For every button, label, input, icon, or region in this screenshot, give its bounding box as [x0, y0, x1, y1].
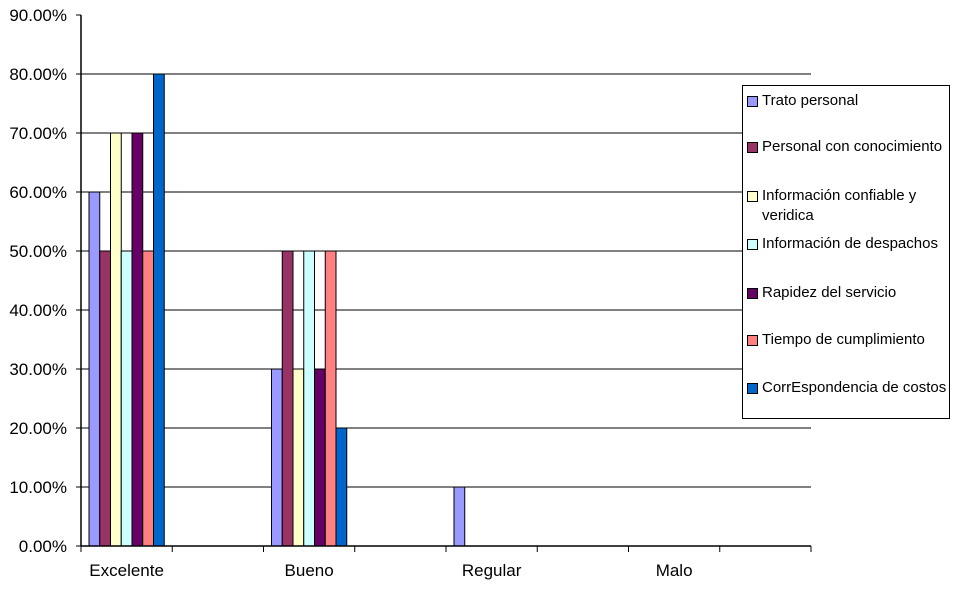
bar-bueno-2 — [281, 250, 294, 547]
bar-excelente-7 — [153, 73, 165, 547]
bar-bueno-6 — [324, 250, 337, 547]
x-tick-label: Excelente — [89, 561, 164, 580]
y-tick-label: 60.00% — [9, 183, 67, 202]
legend-item: Tiempo de cumplimiento — [747, 330, 947, 350]
legend: Trato personal Personal con conocimiento I… — [742, 85, 950, 419]
bar-excelente-5 — [131, 132, 144, 547]
bar-bueno-7 — [335, 427, 348, 547]
bar-excelente-2 — [99, 250, 111, 547]
legend-label: Información de despachos — [762, 235, 938, 252]
legend-item: Información confiable y veridica — [747, 186, 947, 226]
y-tick-label: 10.00% — [9, 478, 67, 497]
legend-item: Rapidez del servicio — [747, 283, 947, 303]
legend-swatch — [747, 96, 758, 107]
legend-label: Trato personal — [762, 92, 859, 109]
x-tick-label: Regular — [462, 561, 522, 580]
y-tick-label: 20.00% — [9, 419, 67, 438]
y-tick-label: 90.00% — [9, 6, 67, 25]
legend-item: CorrEspondencia de costos — [747, 378, 947, 398]
legend-swatch — [747, 335, 758, 346]
y-tick-label: 80.00% — [9, 65, 67, 84]
x-tick-label: Bueno — [285, 561, 334, 580]
y-tick-label: 30.00% — [9, 360, 67, 379]
legend-label: Rapidez del servicio — [762, 284, 897, 301]
legend-swatch — [747, 239, 758, 250]
legend-label: Personal con conocimiento — [762, 138, 943, 155]
y-tick-label: 70.00% — [9, 124, 67, 143]
y-tick-label: 0.00% — [19, 537, 67, 556]
bar-excelente-1 — [88, 191, 101, 547]
legend-item: Información de despachos — [747, 234, 947, 254]
bar-excelente-3 — [110, 132, 122, 547]
legend-item: Personal con conocimiento — [747, 137, 947, 157]
bar-bueno-5 — [314, 368, 326, 547]
legend-label: Información confiable y veridica — [762, 187, 917, 224]
y-tick-label: 40.00% — [9, 301, 67, 320]
y-tick-label: 50.00% — [9, 242, 67, 261]
legend-swatch — [747, 142, 758, 153]
bar-bueno-1 — [271, 368, 283, 547]
legend-label: CorrEspondencia de costos — [762, 379, 947, 396]
legend-item: Trato personal — [747, 91, 947, 111]
bar-excelente-6 — [142, 250, 154, 547]
legend-swatch — [747, 191, 758, 202]
legend-swatch — [747, 383, 758, 394]
bar-regular-1 — [453, 486, 466, 547]
bar-bueno-3 — [292, 368, 305, 547]
bar-excelente-4 — [120, 250, 133, 547]
x-tick-label: Malo — [656, 561, 693, 580]
legend-label: Tiempo de cumplimiento — [762, 331, 925, 348]
legend-swatch — [747, 288, 758, 299]
bar-bueno-4 — [303, 250, 315, 547]
